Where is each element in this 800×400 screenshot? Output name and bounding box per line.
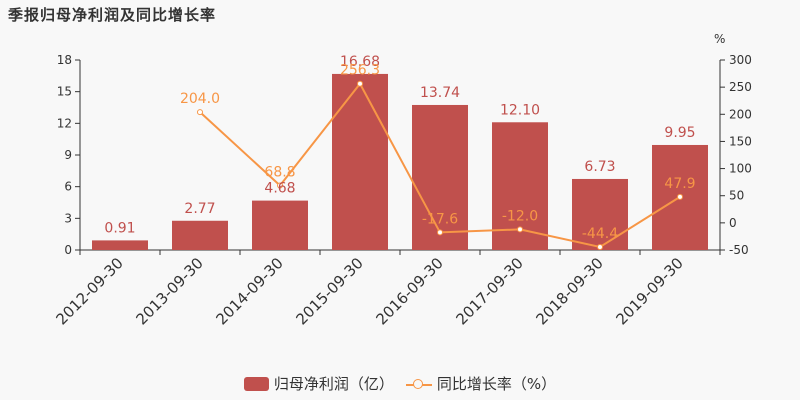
x-tick-label: 2017-09-30: [452, 254, 526, 328]
line-point[interactable]: [677, 193, 683, 200]
right-tick-label: -50: [729, 243, 749, 257]
bar-value-label: 2.77: [184, 201, 215, 217]
right-axis-unit: %: [714, 32, 725, 46]
bar-value-label: 16.68: [340, 54, 380, 70]
right-tick-label: 250: [729, 80, 752, 94]
line-value-label: -44.4: [582, 226, 618, 242]
line-value-label: -17.6: [422, 211, 458, 227]
left-tick-label: 15: [57, 85, 72, 99]
right-tick-label: 100: [729, 162, 752, 176]
bar-value-label: 12.10: [500, 102, 540, 118]
line-value-label: 68.8: [264, 165, 295, 181]
left-tick-label: 3: [64, 211, 72, 225]
bar-value-label: 0.91: [104, 220, 135, 236]
legend-item-net-profit[interactable]: 归母净利润（亿）: [243, 373, 394, 394]
right-tick-label: 200: [729, 107, 752, 121]
line-value-label: 256.3: [340, 63, 380, 79]
bar[interactable]: [332, 73, 388, 250]
line-point[interactable]: [197, 109, 203, 116]
line-value-label: 204.0: [180, 91, 220, 107]
bar-value-label: 9.95: [664, 125, 695, 141]
bar[interactable]: [172, 220, 228, 250]
left-tick-label: 6: [64, 180, 72, 194]
x-tick-label: 2019-09-30: [612, 254, 686, 328]
line-value-label: 47.9: [664, 176, 695, 192]
x-tick-label: 2018-09-30: [532, 254, 606, 328]
chart-plot: 0 3 6 9 12 15 18 -50 0 50 100 150 200 250 300% 2012-09-…: [52, 32, 752, 328]
legend-item-growth-rate[interactable]: 同比增长率（%）: [405, 373, 557, 394]
line-marker-icon: [405, 377, 432, 391]
line-point[interactable]: [357, 80, 363, 87]
legend-label-growth-rate: 同比增长率（%）: [436, 375, 557, 393]
line-point[interactable]: [437, 229, 443, 236]
right-tick-label: 50: [729, 189, 744, 203]
legend-label-net-profit: 归母净利润（亿）: [273, 375, 394, 393]
line-value-label: -12.0: [502, 208, 538, 224]
left-tick-label: 18: [57, 53, 72, 67]
bar[interactable]: [572, 178, 628, 250]
bar[interactable]: [412, 104, 468, 250]
bar-value-label: 4.68: [264, 181, 295, 197]
chart-title: 季报归母净利润及同比增长率: [8, 6, 217, 24]
bar-value-label: 13.74: [420, 85, 460, 101]
bar-value-label: 6.73: [584, 159, 615, 175]
bar[interactable]: [252, 200, 308, 250]
x-tick-label: 2013-09-30: [132, 254, 206, 328]
right-tick-label: 0: [729, 216, 737, 230]
line-point[interactable]: [597, 243, 603, 250]
right-tick-label: 300: [729, 53, 752, 67]
bar[interactable]: [92, 240, 148, 250]
line-point[interactable]: [517, 226, 523, 233]
left-tick-label: 12: [57, 116, 72, 130]
x-tick-label: 2014-09-30: [212, 254, 286, 328]
line-point[interactable]: [277, 182, 283, 189]
x-tick-label: 2012-09-30: [52, 254, 126, 328]
left-tick-label: 9: [64, 148, 72, 162]
x-tick-label: 2015-09-30: [292, 254, 366, 328]
bar-swatch-icon: [243, 376, 269, 391]
left-tick-label: 0: [64, 243, 72, 257]
right-tick-label: 150: [729, 134, 752, 148]
x-tick-label: 2016-09-30: [372, 254, 446, 328]
legend: 归母净利润（亿） 同比增长率（%）: [0, 373, 800, 394]
